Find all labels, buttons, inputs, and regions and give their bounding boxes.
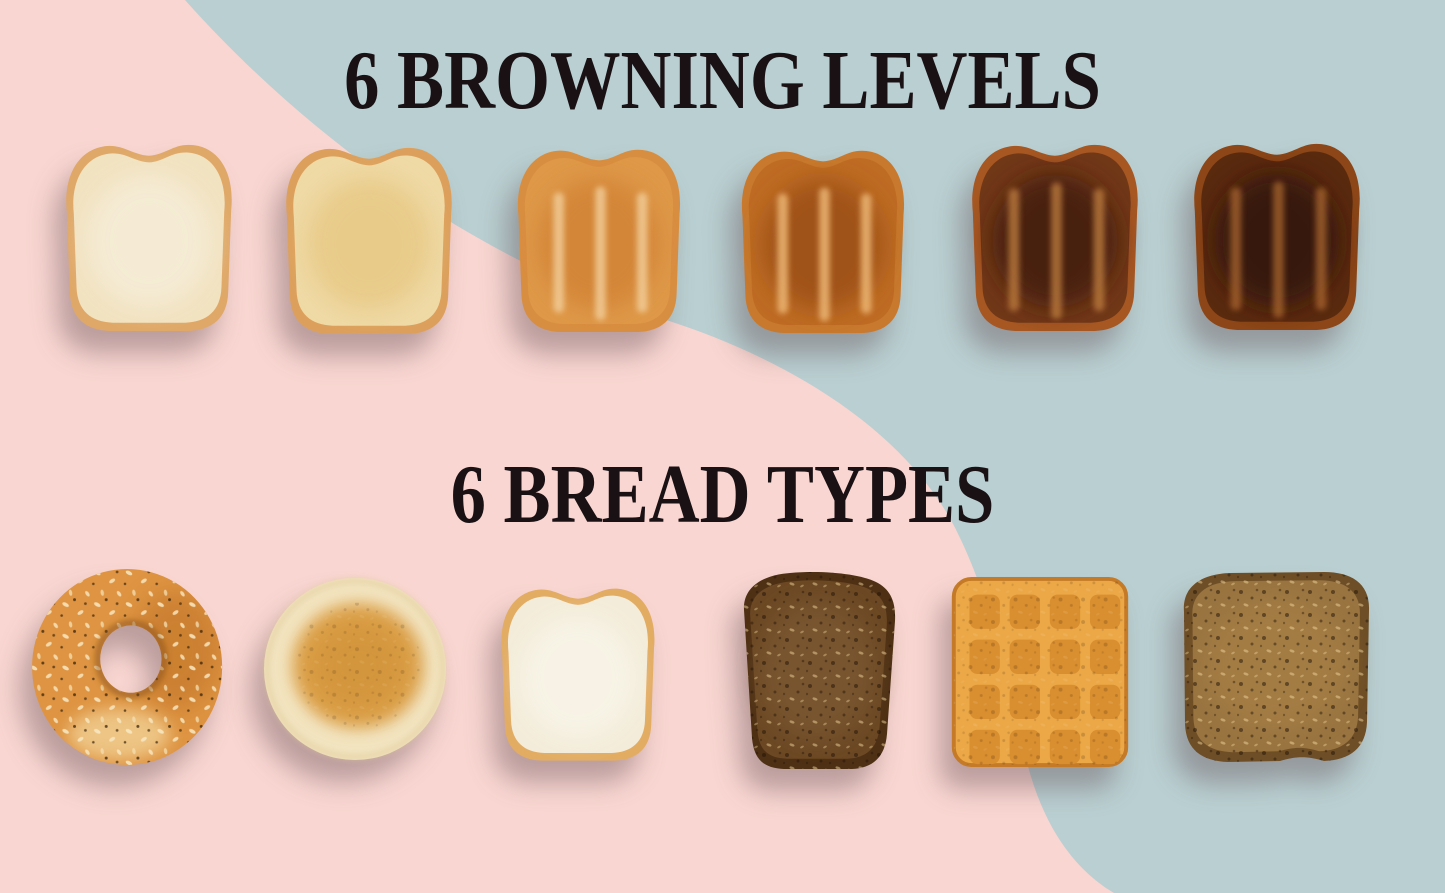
grain-speckles [743,572,896,769]
toast-slice-shape [972,145,1137,331]
toast-level-4 [726,134,920,342]
toast-level-6 [1178,127,1376,339]
bagel-hole [94,619,168,699]
english-muffin [263,577,447,761]
bagel-texture [32,569,223,765]
toast-slice-shape [1194,144,1359,330]
multigrain-bread [1183,572,1370,762]
toast-slice-shape [518,150,680,332]
toast-slice-shape [66,145,231,331]
toast-slice-shape [286,148,451,334]
waffle [951,576,1129,768]
heading-bread-types: 6 BREAD TYPES [450,448,995,541]
toast-level-3 [502,133,696,341]
toast-slice-shape [742,151,904,333]
white-bread-slice-shape [502,589,655,761]
toast-level-5 [956,128,1154,340]
toast-level-2 [270,131,468,343]
bagel [32,569,223,766]
toast-level-1 [50,128,248,340]
waffle-speckles [953,578,1127,766]
muffin-toasted-center [292,602,424,730]
multigrain-speckles [1183,572,1370,762]
white-bread [484,574,672,768]
heading-browning-levels: 6 BROWNING LEVELS [344,34,1101,127]
whole-grain-bread [743,572,896,769]
